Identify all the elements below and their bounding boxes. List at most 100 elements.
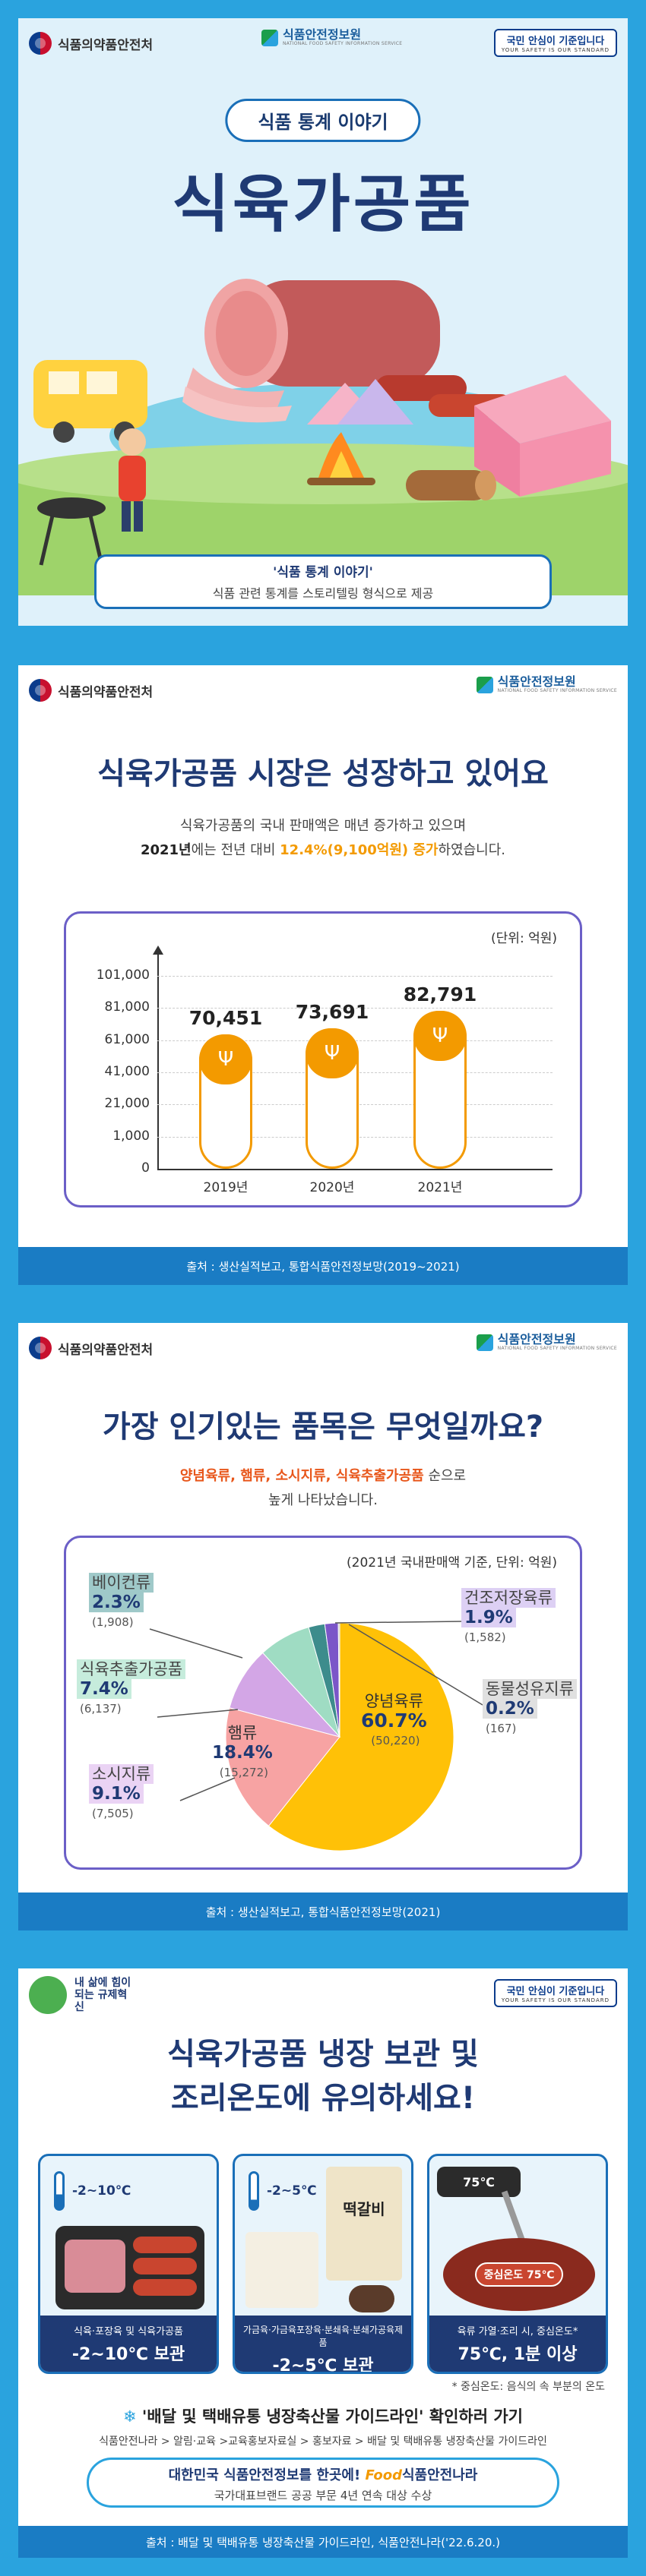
y-tick-label: 41,000: [104, 1064, 150, 1079]
x-axis-line: [157, 1169, 553, 1170]
pie-label-extract-name: 식육추출가공품: [77, 1659, 186, 1679]
market-panel: 식품의약품안전처 식품안전정보원 NATIONAL FOOD SAFETY INF…: [18, 665, 628, 1285]
y-tick-label: 1,000: [112, 1128, 150, 1144]
kfsis-logo: 식품안전정보원 NATIONAL FOOD SAFETY INFORMATION …: [476, 1332, 617, 1351]
slogan-badge: 국민 안심이 기준입니다 YOUR SAFETY IS OUR STANDARD: [493, 1979, 617, 2007]
popular-source: 출처 : 생산실적보고, 통합식품안전정보망(2021): [18, 1893, 628, 1930]
award-line1: 대한민국 식품안전정보를 한곳에! Food식품안전나라: [89, 2464, 557, 2484]
mfds-logo: 식품의약품안전처: [29, 1337, 153, 1359]
kfsis-name: 식품안전정보원: [497, 1332, 576, 1346]
mfds-logo: 식품의약품안전처: [29, 32, 153, 55]
card-meat-temp: -2~10℃: [72, 2183, 131, 2199]
card-cooking-rule: 75℃, 1분 이상: [458, 2345, 578, 2364]
campaign-text: 내 삶에 힘이 되는 규제혁신: [74, 1977, 131, 2013]
popular-desc: 양념육류, 햄류, 소시지류, 식육추출가공품 순으로 높게 나타났습니다.: [18, 1464, 628, 1513]
storage-panel: 내 삶에 힘이 되는 규제혁신 국민 안심이 기준입니다 YOUR SAFETY…: [18, 1968, 628, 2558]
patty-icon: [349, 2285, 394, 2312]
y-axis-line: [157, 953, 159, 1169]
government-emblem-icon: [29, 679, 52, 702]
fork-icon: Ψ: [413, 1010, 467, 1061]
y-tick-label: 81,000: [104, 999, 150, 1015]
snowflake-icon: ❄: [122, 2407, 137, 2426]
hero-caption-title: '식품 통계 이야기': [273, 565, 373, 580]
grid-line: [157, 976, 553, 977]
pie-chart-unit: (2021년 국내판매액 기준, 단위: 억원): [347, 1555, 557, 1571]
market-text-b: 에는 전년 대비: [191, 842, 280, 858]
storage-card-cooking: 75℃ 중심온도 75℃ 육류 가열·조리 시, 중심온도* 75℃, 1분 이…: [427, 2154, 608, 2374]
y-axis-arrow: [153, 945, 163, 955]
pie-label-dried: 건조저장육류 1.9% (1,582): [461, 1588, 556, 1647]
x-tick-label: 2020년: [309, 1180, 355, 1195]
kfsis-mark-icon: [261, 29, 278, 46]
bar-value-label: 70,451: [188, 1006, 263, 1029]
slogan-main: 국민 안심이 기준입니다: [506, 36, 605, 47]
y-tick-label: 61,000: [104, 1031, 150, 1047]
pie-label-sausage-pct: 9.1%: [89, 1784, 144, 1804]
bar-2021년: Ψ: [413, 1010, 467, 1169]
food-safety-korea-name: 식품안전나라: [402, 2467, 478, 2483]
guide-path[interactable]: 식품안전나라 > 알림·교육 >교육홍보자료실 > 홍보자료 > 배달 및 택배…: [99, 2436, 547, 2448]
mfds-logo: 식품의약품안전처: [29, 679, 153, 702]
pie-label-bacon: 베이컨류 2.3% (1,908): [89, 1573, 154, 1632]
bar-value-label: 73,691: [295, 1000, 369, 1023]
card-poultry-foot: 가금육·가금육포장육·분쇄육·분쇄가공육제품 -2~5℃ 보관: [235, 2316, 411, 2372]
market-year: 2021년: [140, 842, 192, 858]
hero-logo-row: 식품의약품안전처 식품안전정보원 NATIONAL FOOD SAFETY INF…: [18, 18, 628, 71]
kfsis-subtitle: NATIONAL FOOD SAFETY INFORMATION SERVICE: [283, 41, 403, 46]
guide-title-text: '배달 및 택배유통 냉장축산물 가이드라인' 확인하러 가기: [141, 2407, 523, 2426]
food-brand-logo: Food: [365, 2467, 402, 2483]
pie-label-seasoned: 양념육류 60.7% (50,220): [361, 1691, 427, 1750]
storage-footnote: * 중심온도: 음식의 속 부분의 온도: [451, 2381, 605, 2393]
storage-logo-row: 내 삶에 힘이 되는 규제혁신 국민 안심이 기준입니다 YOUR SAFETY…: [18, 1968, 628, 2022]
mfds-name: 식품의약품안전처: [58, 1342, 154, 1358]
x-tick-label: 2019년: [203, 1180, 249, 1195]
sales-chart-unit: (단위: 억원): [491, 931, 557, 946]
pie-label-fat: 동물성유지류 0.2% (167): [483, 1679, 577, 1738]
hero-caption-box: '식품 통계 이야기' 식품 관련 통계를 스토리텔링 형식으로 제공: [94, 554, 552, 609]
probe-readout: 75℃: [463, 2174, 495, 2189]
storage-title-line1: 식육가공품 냉장 보관 및: [167, 2037, 479, 2072]
y-tick-label: 101,000: [96, 968, 150, 983]
patty-cross-section-icon: 중심온도 75℃: [443, 2238, 595, 2311]
core-temp-badge: 중심온도 75℃: [474, 2262, 564, 2287]
card-poultry-temp: -2~5℃: [267, 2183, 317, 2199]
kfsis-logo: 식품안전정보원 NATIONAL FOOD SAFETY INFORMATION …: [261, 29, 402, 46]
hero-panel: 식품의약품안전처 식품안전정보원 NATIONAL FOOD SAFETY INF…: [18, 18, 628, 626]
card-poultry-caption: 가금육·가금육포장육·분쇄육·분쇄가공육제품: [242, 2325, 404, 2348]
pie-label-ham: 햄류 18.4% (15,272): [212, 1723, 273, 1782]
y-tick-label: 21,000: [104, 1096, 150, 1112]
grill-icon: [37, 497, 106, 566]
slogan-sub: YOUR SAFETY IS OUR STANDARD: [501, 47, 610, 53]
market-logo-row: 식품의약품안전처 식품안전정보원 NATIONAL FOOD SAFETY INF…: [18, 665, 628, 718]
hero-illustration: [18, 279, 628, 595]
fork-icon: Ψ: [306, 1028, 359, 1078]
log-icon: [406, 470, 496, 500]
card-meat-foot: 식육·포장육 및 식육가공품 -2~10℃ 보관: [40, 2316, 217, 2372]
probe-thermometer-icon: 75℃: [437, 2167, 521, 2197]
market-desc: 식육가공품의 국내 판매액은 매년 증가하고 있으며 2021년에는 전년 대비…: [18, 814, 628, 863]
pie-label-dried-name: 건조저장육류: [461, 1588, 556, 1608]
slogan-sub: YOUR SAFETY IS OUR STANDARD: [501, 1997, 610, 2003]
pie-label-sausage: 소시지류 9.1% (7,505): [89, 1764, 154, 1823]
product-box-icon: 떡갈비: [326, 2167, 402, 2281]
product-box-label: 떡갈비: [343, 2200, 385, 2218]
market-desc-line1: 식육가공품의 국내 판매액은 매년 증가하고 있으며: [179, 818, 467, 834]
award-line1-text: 대한민국 식품안전정보를 한곳에!: [168, 2467, 366, 2483]
pie-label-bacon-name: 베이컨류: [89, 1573, 154, 1593]
pie-label-bacon-amount: (1,908): [92, 1615, 134, 1629]
popular-desc-line1: 양념육류, 햄류, 소시지류, 식육추출가공품 순으로: [18, 1464, 628, 1488]
kfsis-subtitle: NATIONAL FOOD SAFETY INFORMATION SERVICE: [497, 688, 617, 693]
fork-icon: Ψ: [199, 1034, 252, 1084]
category-pie-chart: [149, 1621, 483, 1852]
kfsis-subtitle: NATIONAL FOOD SAFETY INFORMATION SERVICE: [497, 1346, 617, 1351]
pie-label-extract-amount: (6,137): [80, 1702, 122, 1716]
pie-label-sausage-name: 소시지류: [89, 1764, 154, 1784]
pie-label-fat-name: 동물성유지류: [483, 1679, 577, 1699]
bar-2019년: Ψ: [199, 1034, 252, 1169]
market-desc-line2: 2021년에는 전년 대비 12.4%(9,100억원) 증가하였습니다.: [18, 838, 628, 863]
person-icon: [119, 428, 146, 532]
pie-leader-line-2: [179, 1777, 236, 1801]
y-tick-label: 0: [141, 1160, 150, 1176]
market-title: 식육가공품 시장은 성장하고 있어요: [97, 756, 549, 791]
market-source: 출처 : 생산실적보고, 통합식품안전정보망(2019~2021): [18, 1247, 628, 1285]
